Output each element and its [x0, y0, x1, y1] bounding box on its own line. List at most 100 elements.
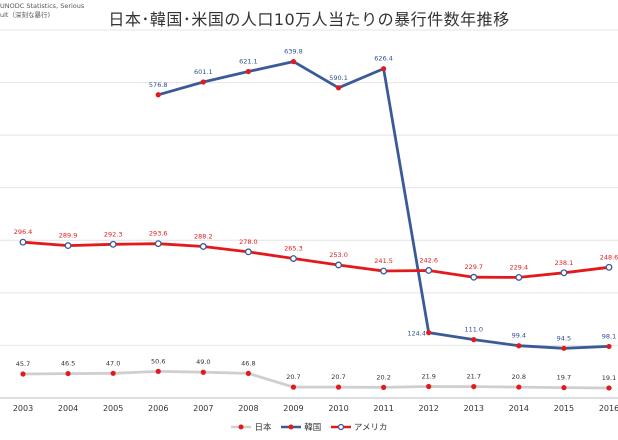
data-label: 248.6	[600, 253, 618, 261]
data-point	[199, 243, 207, 250]
data-point	[516, 384, 522, 390]
source-note: UNODC Statistics, Serious ult（深刻な暴行)	[0, 2, 84, 20]
data-label: 98.1	[602, 332, 616, 340]
x-tick-label: 2016	[599, 404, 618, 413]
data-point	[110, 370, 116, 376]
data-point	[200, 369, 206, 375]
data-point	[154, 240, 162, 248]
series-line-1	[156, 60, 611, 350]
data-label: 20.7	[331, 373, 345, 381]
data-point	[426, 383, 432, 390]
data-point	[20, 371, 26, 377]
x-tick-label: 2004	[58, 404, 78, 413]
data-point	[381, 384, 387, 390]
x-tick-label: 2012	[419, 404, 439, 413]
data-label: 265.3	[284, 245, 303, 253]
data-point	[155, 92, 161, 98]
data-label: 124.4	[407, 330, 426, 338]
x-tick-label: 2008	[238, 404, 258, 413]
data-point	[380, 267, 388, 275]
data-point	[200, 79, 206, 85]
data-label: 20.7	[286, 373, 300, 381]
data-point	[605, 263, 613, 271]
x-tick-label: 2014	[509, 404, 529, 413]
data-point	[290, 255, 297, 262]
data-point	[561, 345, 567, 351]
data-label: 50.6	[151, 357, 165, 365]
data-label: 19.1	[602, 374, 616, 382]
series-line-0	[21, 370, 611, 390]
legend-swatch-japan	[231, 424, 252, 430]
data-point	[561, 385, 567, 391]
data-label: 46.5	[61, 360, 75, 368]
data-point	[335, 261, 342, 269]
data-label: 46.8	[241, 359, 255, 367]
data-point	[335, 85, 342, 91]
data-label: 20.8	[512, 373, 526, 381]
x-tick-label: 2007	[193, 404, 213, 413]
data-label: 621.1	[239, 57, 258, 65]
x-tick-label: 2013	[464, 404, 484, 413]
data-point	[245, 68, 251, 75]
x-tick-label: 2010	[328, 404, 348, 413]
data-label: 45.7	[16, 360, 30, 368]
legend-swatch-usa	[330, 423, 351, 431]
data-point	[381, 66, 387, 72]
x-tick-label: 2009	[283, 404, 303, 413]
data-label: 19.7	[557, 374, 571, 382]
legend: 日本 韓国 アメリカ	[0, 421, 618, 434]
data-point	[516, 343, 522, 349]
source-line-1: UNODC Statistics, Serious	[0, 2, 85, 10]
data-point	[471, 337, 477, 343]
series-line-2	[21, 240, 611, 279]
data-point	[109, 240, 117, 248]
data-point	[244, 248, 252, 256]
data-point	[65, 370, 71, 377]
x-tick-label: 2003	[13, 404, 33, 413]
legend-item-japan: 日本	[230, 421, 272, 433]
data-label: 293.6	[149, 230, 168, 238]
data-label: 238.1	[555, 259, 574, 267]
data-label: 576.8	[149, 81, 168, 89]
data-label: 253.0	[329, 251, 348, 259]
data-label: 278.0	[239, 238, 258, 246]
data-label: 229.4	[510, 263, 529, 271]
data-point	[425, 267, 433, 274]
data-point	[64, 242, 72, 250]
x-tick-label: 2006	[148, 404, 168, 413]
data-label: 21.9	[421, 372, 435, 380]
data-label: 601.1	[194, 68, 213, 76]
data-point	[335, 384, 342, 390]
data-point	[470, 273, 478, 281]
source-line-2: ult（深刻な暴行)	[0, 11, 51, 19]
data-label: 292.3	[104, 230, 123, 238]
legend-item-korea: 韓国	[280, 421, 321, 433]
data-point	[471, 383, 477, 390]
data-point	[560, 269, 568, 277]
data-label: 639.8	[284, 48, 303, 56]
data-label: 49.0	[196, 358, 210, 366]
data-point	[606, 385, 612, 391]
data-point	[290, 59, 297, 65]
chart-title: 日本･韓国･米国の人口10万人当たりの暴行件数年推移	[108, 10, 510, 29]
data-point	[606, 343, 612, 350]
data-label: 111.0	[464, 326, 483, 334]
data-point	[426, 330, 432, 336]
data-label: 590.1	[329, 74, 348, 82]
data-label: 296.4	[14, 228, 33, 236]
legend-swatch-korea	[281, 424, 302, 430]
data-label: 99.4	[512, 332, 526, 340]
data-point	[19, 238, 27, 246]
data-label: 229.7	[464, 263, 483, 271]
legend-label-usa: アメリカ	[353, 423, 388, 433]
data-label: 242.6	[419, 256, 438, 264]
data-label: 289.9	[59, 232, 78, 240]
data-point	[290, 384, 297, 390]
legend-label-korea: 韓国	[304, 423, 322, 433]
data-label: 288.2	[194, 232, 213, 240]
data-label: 626.4	[374, 55, 393, 63]
data-point	[155, 368, 161, 374]
legend-label-japan: 日本	[254, 423, 272, 433]
data-label: 241.5	[374, 257, 393, 265]
